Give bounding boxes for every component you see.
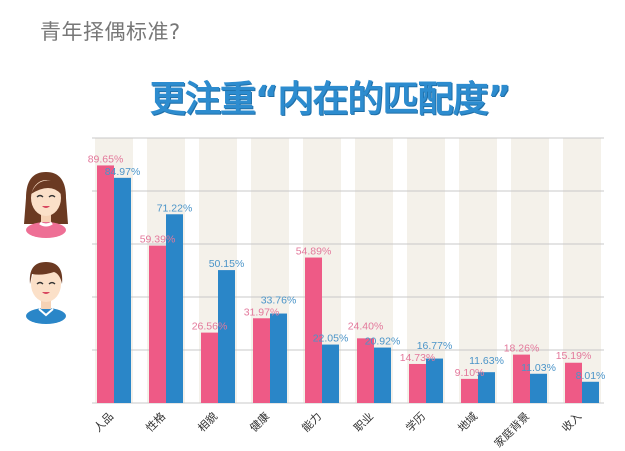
bar-female — [97, 165, 114, 403]
data-label: 26.56% — [192, 321, 228, 333]
data-label: 50.15% — [209, 258, 245, 270]
data-label: 31.97% — [244, 306, 280, 318]
male-avatar-icon — [26, 262, 66, 324]
page-subtitle: 青年择偶标准? — [40, 20, 181, 44]
category-label: 能力 — [299, 409, 324, 434]
bar-male — [478, 372, 495, 403]
category-label: 职业 — [351, 410, 376, 435]
bar-female — [357, 338, 374, 403]
category-label: 学历 — [403, 409, 428, 434]
data-label: 14.73% — [400, 352, 436, 364]
bar-male — [374, 347, 391, 403]
category-label: 人品 — [91, 410, 116, 435]
bar-female — [409, 363, 426, 403]
bar-male — [426, 358, 443, 403]
data-label: 11.03% — [521, 362, 556, 374]
data-label: 18.26% — [504, 343, 540, 355]
data-label: 11.63% — [469, 355, 504, 367]
category-label: 健康 — [247, 409, 272, 434]
headline: 更注重“内在的匹配度” — [149, 79, 511, 120]
bar-male — [270, 313, 287, 403]
data-label: 8.01% — [576, 370, 606, 382]
data-label: 20.92% — [365, 336, 401, 348]
category-label: 性格 — [143, 409, 168, 434]
female-avatar-icon — [24, 172, 68, 238]
data-label: 16.77% — [417, 340, 453, 352]
category-label: 收入 — [559, 409, 584, 434]
data-label: 59.39% — [140, 234, 176, 246]
bar-female — [565, 362, 582, 403]
data-label: 54.89% — [296, 246, 332, 258]
bar-male — [322, 344, 339, 403]
data-label: 9.10% — [455, 367, 485, 379]
data-label: 33.76% — [261, 294, 297, 306]
data-label: 71.22% — [157, 202, 193, 214]
category-label: 地域 — [455, 410, 480, 435]
bar-male — [114, 177, 131, 403]
bar-female — [461, 378, 478, 403]
category-label: 相貌 — [195, 409, 220, 434]
category-stripe — [563, 138, 601, 403]
bar-female — [253, 318, 270, 403]
bar-male — [218, 270, 235, 403]
bar-male — [530, 373, 547, 403]
data-label: 89.65% — [88, 153, 124, 165]
category-label: 家庭背景 — [491, 409, 532, 450]
bar-male — [166, 214, 183, 403]
category-stripe — [459, 138, 497, 403]
bar-female — [305, 257, 322, 403]
data-label: 84.97% — [105, 166, 141, 178]
bar-female — [513, 354, 530, 403]
bar-male — [582, 381, 599, 403]
data-label: 22.05% — [313, 333, 349, 345]
data-label: 24.40% — [348, 321, 384, 333]
bar-female — [149, 245, 166, 403]
data-label: 15.19% — [556, 350, 592, 362]
bar-female — [201, 332, 218, 403]
